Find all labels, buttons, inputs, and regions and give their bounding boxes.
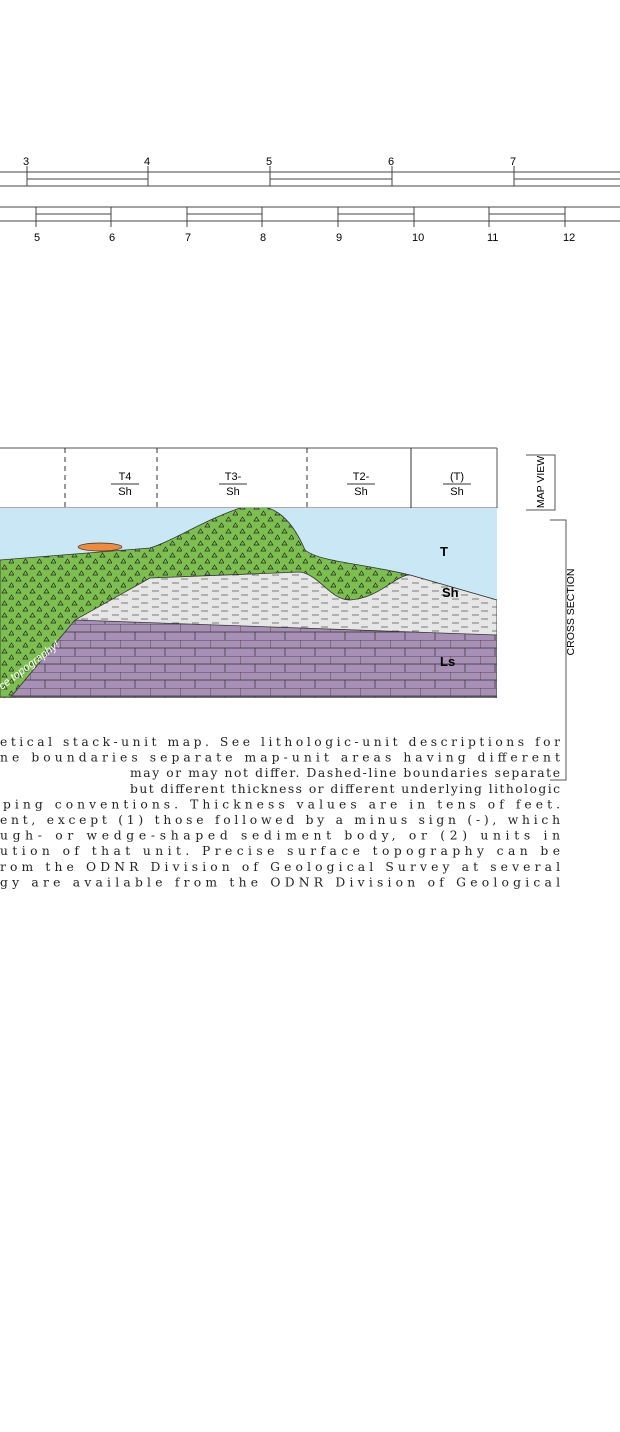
unit-bottom: Sh (450, 486, 463, 498)
scale-label: 6 (388, 156, 394, 168)
unit-top: T4 (119, 471, 132, 483)
caption-line: may or may not differ. Dashed-line bound… (130, 766, 560, 780)
caption-line: ping conventions. Thickness values are i… (3, 797, 560, 811)
scale-label: 7 (185, 232, 191, 244)
caption-line: ugh- or wedge-shaped sediment body, or (… (0, 829, 560, 843)
caption-line: gy are available from the ODNR Division … (0, 875, 560, 889)
caption-line: etical stack-unit map. See lithologic-un… (0, 735, 560, 749)
scale-label: 5 (266, 156, 272, 168)
caption-line: but different thickness or different und… (130, 782, 560, 796)
scale-label: 7 (510, 156, 516, 168)
caption-line: rom the ODNR Division of Geological Surv… (0, 860, 560, 874)
unit-top: T3- (225, 471, 242, 483)
caption-line: ne boundaries separate map-unit areas ha… (0, 751, 560, 765)
scale-label: 6 (109, 232, 115, 244)
scale-label: 5 (34, 232, 40, 244)
unit-top: T2- (353, 471, 370, 483)
scale-label: 3 (23, 156, 29, 168)
unit-label: Sh (442, 585, 459, 600)
cross-section (0, 506, 497, 720)
limestone (0, 620, 497, 720)
unit-bottom: Sh (226, 486, 239, 498)
unit-bottom: Sh (118, 486, 131, 498)
lens (78, 543, 122, 551)
scale-label: 11 (487, 232, 498, 244)
unit-bottom: Sh (354, 486, 367, 498)
scale-label: 8 (260, 232, 266, 244)
caption-line: ution of that unit. Precise surface topo… (0, 844, 560, 858)
page: 3 4 5 6 7 5 6 7 8 9 10 11 12 T4 Sh T3- Sh T2- Sh (T) Sh MAP … (0, 0, 620, 1432)
unit-top: (T) (450, 471, 464, 483)
side-label: CROSS SECTION (565, 569, 577, 656)
scale-label: 12 (563, 232, 575, 244)
caption-line: ent, except (1) those followed by a minu… (0, 813, 560, 827)
unit-label: T (440, 544, 448, 559)
scale-label: 9 (336, 232, 342, 244)
unit-label: Ls (440, 654, 455, 669)
scale-label: 4 (144, 156, 150, 168)
side-label: MAP VIEW (535, 456, 547, 508)
scale-bars: 3 4 5 6 7 5 6 7 8 9 10 11 12 (0, 156, 620, 244)
scale-label: 10 (412, 232, 424, 244)
